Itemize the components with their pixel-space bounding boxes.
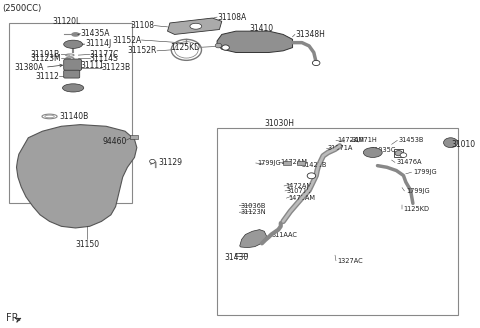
Bar	[217, 128, 458, 315]
Circle shape	[400, 153, 407, 157]
Text: 1472AM: 1472AM	[337, 137, 364, 143]
Text: 31071V: 31071V	[287, 188, 312, 194]
Text: 31348H: 31348H	[295, 30, 325, 39]
Text: 31152R: 31152R	[128, 46, 157, 55]
Circle shape	[312, 60, 320, 66]
Text: 31112: 31112	[36, 72, 59, 81]
Text: 31108: 31108	[130, 21, 154, 30]
Text: 31071A: 31071A	[328, 145, 353, 151]
Text: 31140B: 31140B	[59, 112, 88, 121]
Text: B: B	[402, 153, 405, 158]
Circle shape	[444, 138, 458, 148]
Text: 1327AC: 1327AC	[337, 258, 363, 264]
Circle shape	[307, 173, 316, 179]
Bar	[283, 161, 291, 165]
Text: 31430: 31430	[225, 253, 249, 262]
FancyBboxPatch shape	[64, 70, 80, 78]
Circle shape	[222, 45, 229, 50]
Text: 31114S: 31114S	[90, 54, 119, 63]
Text: 31453B: 31453B	[399, 137, 424, 143]
Circle shape	[395, 151, 403, 156]
Text: 31036B: 31036B	[240, 203, 266, 209]
Text: 31123N: 31123N	[240, 209, 266, 215]
Ellipse shape	[190, 23, 202, 29]
Text: 311AAC: 311AAC	[271, 232, 297, 238]
Text: 1472AM: 1472AM	[281, 159, 308, 165]
Ellipse shape	[62, 84, 84, 92]
Text: 31114J: 31114J	[85, 39, 111, 49]
Text: 31380A: 31380A	[14, 63, 44, 72]
Text: 31129: 31129	[158, 158, 182, 167]
Text: A: A	[310, 173, 313, 178]
Text: B: B	[151, 159, 154, 163]
Text: 31010: 31010	[452, 140, 476, 149]
Ellipse shape	[42, 114, 57, 119]
Bar	[297, 161, 305, 165]
FancyBboxPatch shape	[64, 59, 82, 71]
Text: 1125KD: 1125KD	[170, 43, 201, 52]
Circle shape	[150, 159, 155, 163]
Polygon shape	[168, 18, 222, 34]
Polygon shape	[240, 230, 266, 248]
Polygon shape	[16, 125, 137, 228]
Text: A: A	[314, 60, 318, 66]
Text: 31123B: 31123B	[101, 63, 131, 72]
Text: 31123M: 31123M	[31, 54, 61, 63]
Bar	[235, 253, 247, 256]
Text: 31150: 31150	[75, 240, 99, 249]
Text: 94460: 94460	[102, 136, 126, 146]
Text: 31120L: 31120L	[52, 17, 80, 26]
Text: 31421B: 31421B	[301, 162, 326, 168]
Text: 31435A: 31435A	[80, 29, 110, 38]
Text: 1799JG: 1799JG	[413, 169, 436, 175]
Text: (2500CC): (2500CC)	[2, 4, 42, 13]
Polygon shape	[217, 31, 293, 52]
Text: 31030H: 31030H	[264, 118, 294, 128]
Text: B: B	[224, 45, 227, 50]
Text: 31476A: 31476A	[396, 159, 422, 165]
Ellipse shape	[64, 40, 83, 49]
Text: 1799JG: 1799JG	[257, 160, 281, 166]
Text: 31152A: 31152A	[112, 35, 142, 45]
Text: 31035C: 31035C	[371, 147, 396, 153]
Ellipse shape	[72, 33, 79, 36]
Text: 1472AM: 1472AM	[288, 195, 315, 201]
Bar	[10, 23, 132, 203]
Bar	[130, 135, 138, 139]
Text: 31191B: 31191B	[31, 50, 60, 59]
Text: 31410: 31410	[250, 24, 274, 33]
Text: 31071H: 31071H	[351, 137, 377, 143]
Text: 31108A: 31108A	[217, 12, 246, 22]
Text: 31111: 31111	[80, 61, 104, 70]
Text: FR.: FR.	[6, 313, 21, 322]
Circle shape	[215, 43, 222, 48]
Text: 1799JG: 1799JG	[406, 188, 430, 194]
Text: 31177C: 31177C	[90, 50, 119, 59]
Ellipse shape	[363, 148, 382, 157]
Text: 1125KD: 1125KD	[404, 206, 430, 212]
Text: 1472AM: 1472AM	[286, 183, 312, 189]
